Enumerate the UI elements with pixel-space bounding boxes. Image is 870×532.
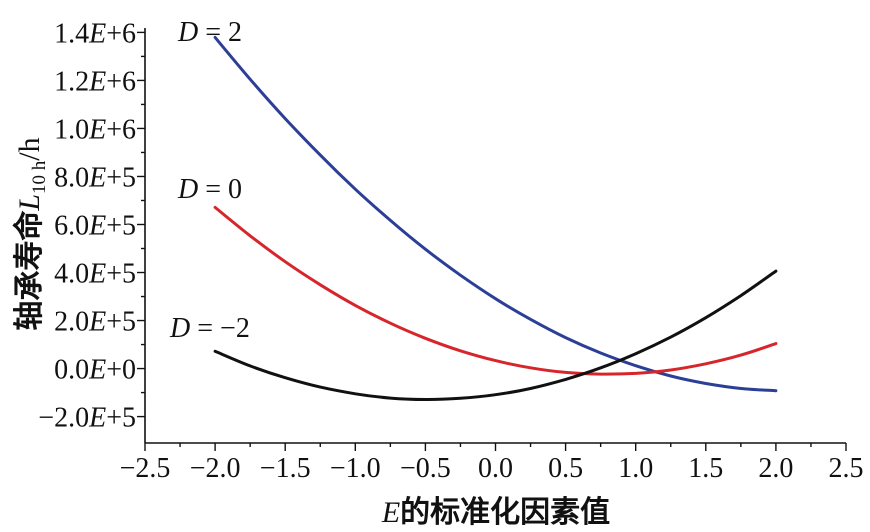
y-tick-label-e: E xyxy=(88,114,106,145)
y-tick-label-mantissa: 1.2 xyxy=(54,66,89,97)
x-tick-label: 0.5 xyxy=(548,453,583,484)
curve-label-symbol: D xyxy=(169,313,190,344)
x-tick-label: −1.0 xyxy=(330,453,381,484)
y-tick-label-e: E xyxy=(88,162,106,193)
y-tick-label-e: E xyxy=(88,18,106,49)
curve-labels: D = 2D = 0D = −2 xyxy=(169,17,250,344)
x-axis-label-text: 的标准化因素值 xyxy=(400,496,610,529)
y-axis-label-symbol: L xyxy=(13,194,46,212)
y-tick-label: 4.0E+5 xyxy=(54,259,136,290)
x-tick-label: −0.5 xyxy=(400,453,451,484)
y-tick-label-e: E xyxy=(88,259,106,290)
y-axis-label-text: 轴承寿命 xyxy=(12,210,46,331)
y-tick-label-exponent: +6 xyxy=(106,66,136,97)
y-tick-label: 1.2E+6 xyxy=(54,66,136,97)
x-tick-label: 1.5 xyxy=(688,453,723,484)
y-tick-label: 2.0E+5 xyxy=(54,307,136,338)
plot-lines xyxy=(213,35,778,402)
y-tick-label: 6.0E+5 xyxy=(54,210,136,241)
y-tick-label-exponent: +5 xyxy=(106,210,136,241)
curve-label-value: = 0 xyxy=(198,174,242,205)
curve-label-2: D = −2 xyxy=(169,313,250,344)
x-tick-label: −2.0 xyxy=(190,453,241,484)
y-tick-label-exponent: +0 xyxy=(106,355,136,386)
y-tick-label-e: E xyxy=(88,403,106,434)
curve-label-1: D = 0 xyxy=(177,174,242,205)
curve-label-symbol: D xyxy=(177,174,198,205)
y-tick-label-exponent: +6 xyxy=(106,18,136,49)
x-tick-label: 2.0 xyxy=(758,453,793,484)
series-line-0 xyxy=(213,35,778,393)
curve-label-value: = 2 xyxy=(198,17,242,48)
x-axis-label-symbol: E xyxy=(381,496,400,529)
x-axis: −2.5 −2.0 −1.5 −1.0 −0.5 0.0 0.5 1.0 1.5 2.0 2.5 xyxy=(120,442,864,484)
y-tick-label-exponent: +5 xyxy=(106,307,136,338)
y-tick-label: 1.4E+6 xyxy=(54,18,136,49)
series-line-2 xyxy=(213,269,778,402)
y-tick-label-mantissa: 0.0 xyxy=(54,355,89,386)
curve-label-value: = −2 xyxy=(190,313,250,344)
y-tick-label-exponent: +5 xyxy=(106,162,136,193)
y-tick-label-mantissa: 4.0 xyxy=(54,259,89,290)
curve-label-symbol: D xyxy=(177,17,198,48)
y-tick-label: 0.0E+0 xyxy=(54,355,136,386)
series-line-1 xyxy=(213,205,778,376)
y-tick-label-mantissa: 6.0 xyxy=(54,210,89,241)
y-tick-label: 8.0E+5 xyxy=(54,162,136,193)
x-tick-label: −1.5 xyxy=(260,453,311,484)
y-tick-label-mantissa: 1.0 xyxy=(54,114,89,145)
y-tick-label-exponent: +5 xyxy=(106,403,136,434)
y-tick-label-e: E xyxy=(88,355,106,386)
x-tick-label: 1.0 xyxy=(618,453,653,484)
y-tick-label: 1.0E+6 xyxy=(54,114,136,145)
y-tick-label-e: E xyxy=(88,210,106,241)
x-tick-label: 2.5 xyxy=(829,453,864,484)
y-axis-label-subscript: 10 h xyxy=(29,160,50,194)
x-tick-label: 0.0 xyxy=(478,453,513,484)
y-tick-label-mantissa: 2.0 xyxy=(54,307,89,338)
y-tick-label-e: E xyxy=(88,66,106,97)
curve-label-0: D = 2 xyxy=(177,17,242,48)
y-tick-label: −2.0E+5 xyxy=(38,403,136,434)
y-axis: −2.0E+50.0E+02.0E+54.0E+56.0E+58.0E+51.0… xyxy=(38,18,146,443)
y-tick-label-exponent: +5 xyxy=(106,259,136,290)
x-tick-label: −2.5 xyxy=(120,453,171,484)
y-tick-label-mantissa: −2.0 xyxy=(38,403,89,434)
y-tick-label-e: E xyxy=(88,307,106,338)
y-tick-label-exponent: +6 xyxy=(106,114,136,145)
y-axis-label-unit: /h xyxy=(13,137,46,160)
y-tick-label-mantissa: 1.4 xyxy=(54,18,89,49)
y-tick-label-mantissa: 8.0 xyxy=(54,162,89,193)
y-axis-label: 轴承寿命L10 h/h xyxy=(12,137,50,330)
x-axis-label: E的标准化因素值 xyxy=(381,496,610,529)
